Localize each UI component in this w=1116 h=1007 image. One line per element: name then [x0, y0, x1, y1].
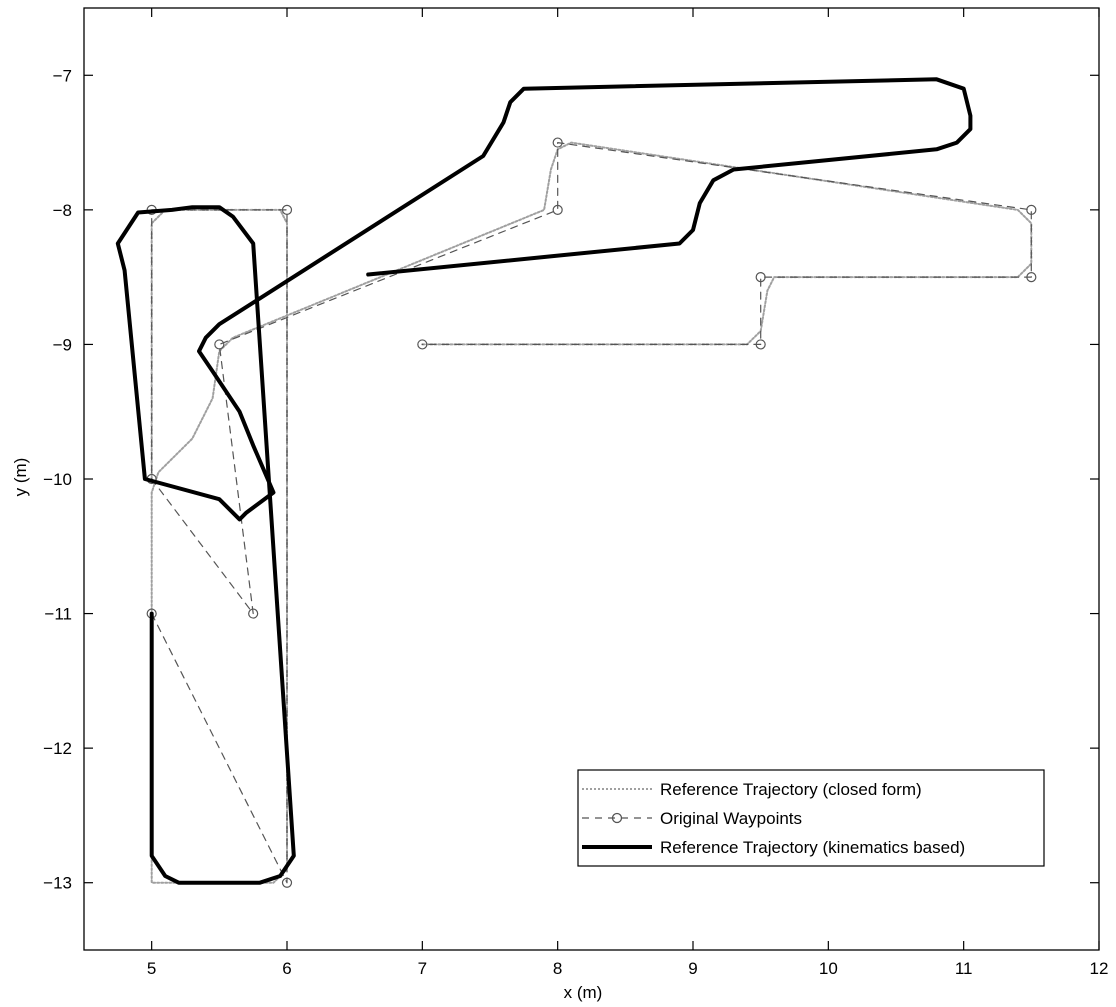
y-tick-label: −7 — [53, 66, 72, 85]
y-tick-label: −9 — [53, 335, 72, 354]
axis-ticks: 5 6 7 8 9 10 11 12 −7 −8 −9 −10 −11 −12 −13 — [43, 8, 1108, 978]
x-axis-label: x (m) — [564, 983, 603, 1002]
waypoint-marker — [214, 339, 225, 350]
y-tick-label: −13 — [43, 874, 72, 893]
waypoint-marker — [1026, 272, 1037, 283]
waypoint-marker — [552, 137, 563, 148]
series-line-closed-form — [150, 141, 1033, 884]
waypoint-marker — [248, 608, 259, 619]
y-axis-label: y (m) — [11, 458, 30, 497]
legend: Reference Trajectory (closed form) Origi… — [577, 769, 1045, 867]
waypoint-marker — [417, 339, 428, 350]
x-tick-label: 6 — [282, 959, 291, 978]
series-layer — [115, 77, 1037, 888]
y-tick-label: −8 — [53, 201, 72, 220]
x-tick-label: 7 — [418, 959, 427, 978]
waypoint-marker — [281, 204, 293, 215]
x-tick-label: 12 — [1090, 959, 1109, 978]
waypoint-marker — [755, 272, 766, 283]
x-tick-label: 5 — [147, 959, 156, 978]
legend-label-waypoints: Original Waypoints — [660, 809, 802, 828]
legend-marker-waypoints — [611, 812, 623, 824]
y-tick-label: −10 — [43, 470, 72, 489]
waypoint-marker — [281, 877, 293, 888]
legend-label-kinematics: Reference Trajectory (kinematics based) — [660, 838, 965, 857]
x-tick-label: 9 — [688, 959, 697, 978]
waypoint-marker — [552, 204, 563, 215]
x-tick-label: 10 — [819, 959, 838, 978]
y-tick-label: −12 — [43, 739, 72, 758]
legend-box — [577, 769, 1045, 867]
waypoint-marker — [755, 339, 766, 350]
x-tick-label: 8 — [553, 959, 562, 978]
legend-label-closed-form: Reference Trajectory (closed form) — [660, 780, 922, 799]
y-tick-label: −11 — [44, 605, 72, 624]
waypoint-marker — [1026, 204, 1037, 215]
series-line-kinematics — [115, 77, 973, 885]
series-line-waypoints — [151, 142, 1032, 884]
x-tick-label: 11 — [955, 959, 973, 978]
